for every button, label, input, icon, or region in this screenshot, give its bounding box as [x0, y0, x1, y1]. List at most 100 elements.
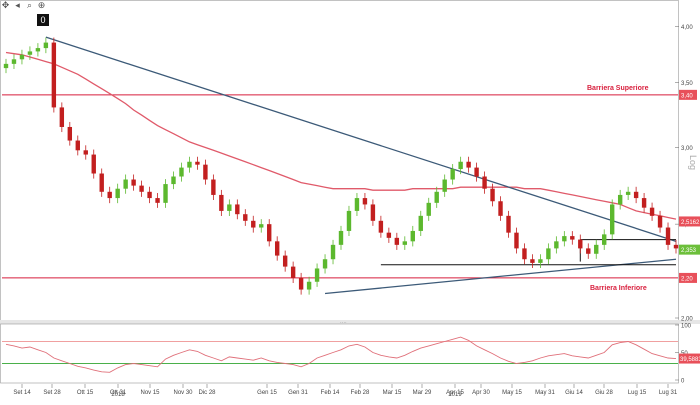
- candle-body: [179, 167, 184, 177]
- candle-body: [211, 179, 216, 195]
- barrier-price-tag: [679, 272, 697, 283]
- candle-body: [35, 48, 41, 52]
- x-tick-label: Apr 30: [472, 390, 490, 396]
- price-y-tick-label: 3,00: [681, 146, 693, 152]
- rsi-y-tick-label: 0: [681, 379, 685, 385]
- candle-body: [418, 215, 423, 231]
- moving-average-line: [5, 51, 677, 220]
- candle-body: [546, 248, 551, 260]
- x-tick-label: May 15: [502, 390, 522, 396]
- zoom-icon[interactable]: ⌕: [26, 0, 33, 10]
- candle-body: [386, 232, 392, 238]
- candle-body: [346, 210, 352, 231]
- candle-body: [450, 169, 455, 180]
- candle-body: [298, 277, 304, 290]
- price-panel-frame: [0, 0, 679, 321]
- year-label: 2018: [111, 392, 125, 398]
- price-y-tick-label: 4,00: [681, 25, 693, 31]
- last-price-tag: [679, 244, 700, 255]
- candle-body: [155, 198, 160, 203]
- candle-body: [586, 248, 591, 254]
- candle-body: [578, 239, 583, 249]
- arrows-icon[interactable]: ✥: [1, 0, 10, 10]
- candle-body: [11, 59, 17, 64]
- candle-body: [91, 154, 96, 174]
- candle-body: [139, 185, 144, 192]
- candle-body: [434, 191, 439, 203]
- candle-body: [330, 244, 336, 260]
- candle-body: [426, 202, 431, 216]
- candle-body: [602, 234, 607, 245]
- chart-toolbar: ✥ ◂ ⌕ ⊕: [0, 0, 47, 12]
- x-tick-label: Giu 28: [595, 390, 613, 396]
- candle-body: [506, 215, 511, 233]
- barrier-superiore-label: Barriera Superiore: [587, 85, 649, 92]
- candle-body: [243, 214, 248, 221]
- candle-body: [673, 244, 679, 249]
- candle-body: [290, 266, 296, 278]
- candle-body: [123, 179, 128, 189]
- candle-body: [51, 42, 57, 108]
- candle-body: [522, 248, 527, 260]
- candle-body: [362, 198, 368, 205]
- panel-separator: [0, 320, 700, 324]
- candle-body: [219, 194, 224, 211]
- x-tick-label: Feb 14: [321, 390, 340, 396]
- candle-body: [314, 268, 320, 282]
- candle-body: [107, 191, 112, 199]
- descending-trendline: [45, 36, 677, 242]
- candle-body: [498, 201, 503, 216]
- x-tick-label: Set 28: [43, 390, 61, 396]
- barrier-inferiore-label: Barriera Inferiore: [590, 285, 647, 292]
- log-scale-label: Log: [688, 155, 698, 170]
- candle-body: [617, 194, 623, 205]
- badge-zero: 0: [37, 14, 49, 26]
- rsi-line: [5, 336, 677, 373]
- x-tick-label: Mar 29: [413, 390, 432, 396]
- rsi-y-tick-label: 100: [681, 324, 692, 330]
- candle-body: [466, 161, 471, 168]
- x-tick-label: Giu 14: [565, 390, 583, 396]
- x-tick-label: Ott 15: [77, 390, 94, 396]
- x-tick-label: Dic 28: [198, 390, 216, 396]
- candle-body: [649, 207, 655, 216]
- candle-body: [594, 244, 599, 254]
- candle-body: [171, 176, 176, 185]
- candle-body: [402, 241, 408, 245]
- x-tick-label: Gen 31: [288, 390, 308, 396]
- candle-body: [394, 237, 400, 245]
- candle-body: [442, 179, 447, 192]
- candle-body: [99, 173, 104, 192]
- candle-body: [203, 164, 208, 180]
- candle-body: [378, 220, 384, 233]
- crosshair-icon[interactable]: ⊕: [37, 0, 46, 10]
- candle-body: [609, 204, 615, 235]
- candle-body: [115, 188, 120, 199]
- barrier-price-tag-label: 2,20: [681, 276, 693, 282]
- candle-body: [354, 198, 360, 211]
- last-price-tag-label: 2,353: [681, 248, 697, 254]
- last-price-tag: [679, 216, 700, 227]
- candle-body: [665, 227, 671, 245]
- candle-body: [131, 179, 136, 186]
- candle-body: [227, 204, 232, 211]
- candle-body: [235, 204, 240, 215]
- rsi-panel-frame: [0, 323, 679, 384]
- candle-body: [514, 232, 519, 249]
- candle-body: [59, 107, 65, 127]
- candle-body: [322, 259, 328, 269]
- x-tick-label: Lug 31: [659, 390, 678, 396]
- candle-body: [251, 220, 256, 228]
- candle-body: [267, 224, 272, 242]
- candle-body: [554, 241, 559, 249]
- rsi-last-tag: [679, 353, 700, 364]
- candle-body: [482, 176, 487, 189]
- candle-body: [641, 198, 647, 208]
- x-tick-label: Lug 15: [628, 390, 647, 396]
- rsi-last-tag-label: 39,5883: [680, 357, 700, 363]
- candle-body: [282, 255, 288, 267]
- candle-body: [67, 126, 73, 141]
- candle-body: [75, 140, 80, 151]
- pan-left-icon[interactable]: ◂: [15, 0, 20, 10]
